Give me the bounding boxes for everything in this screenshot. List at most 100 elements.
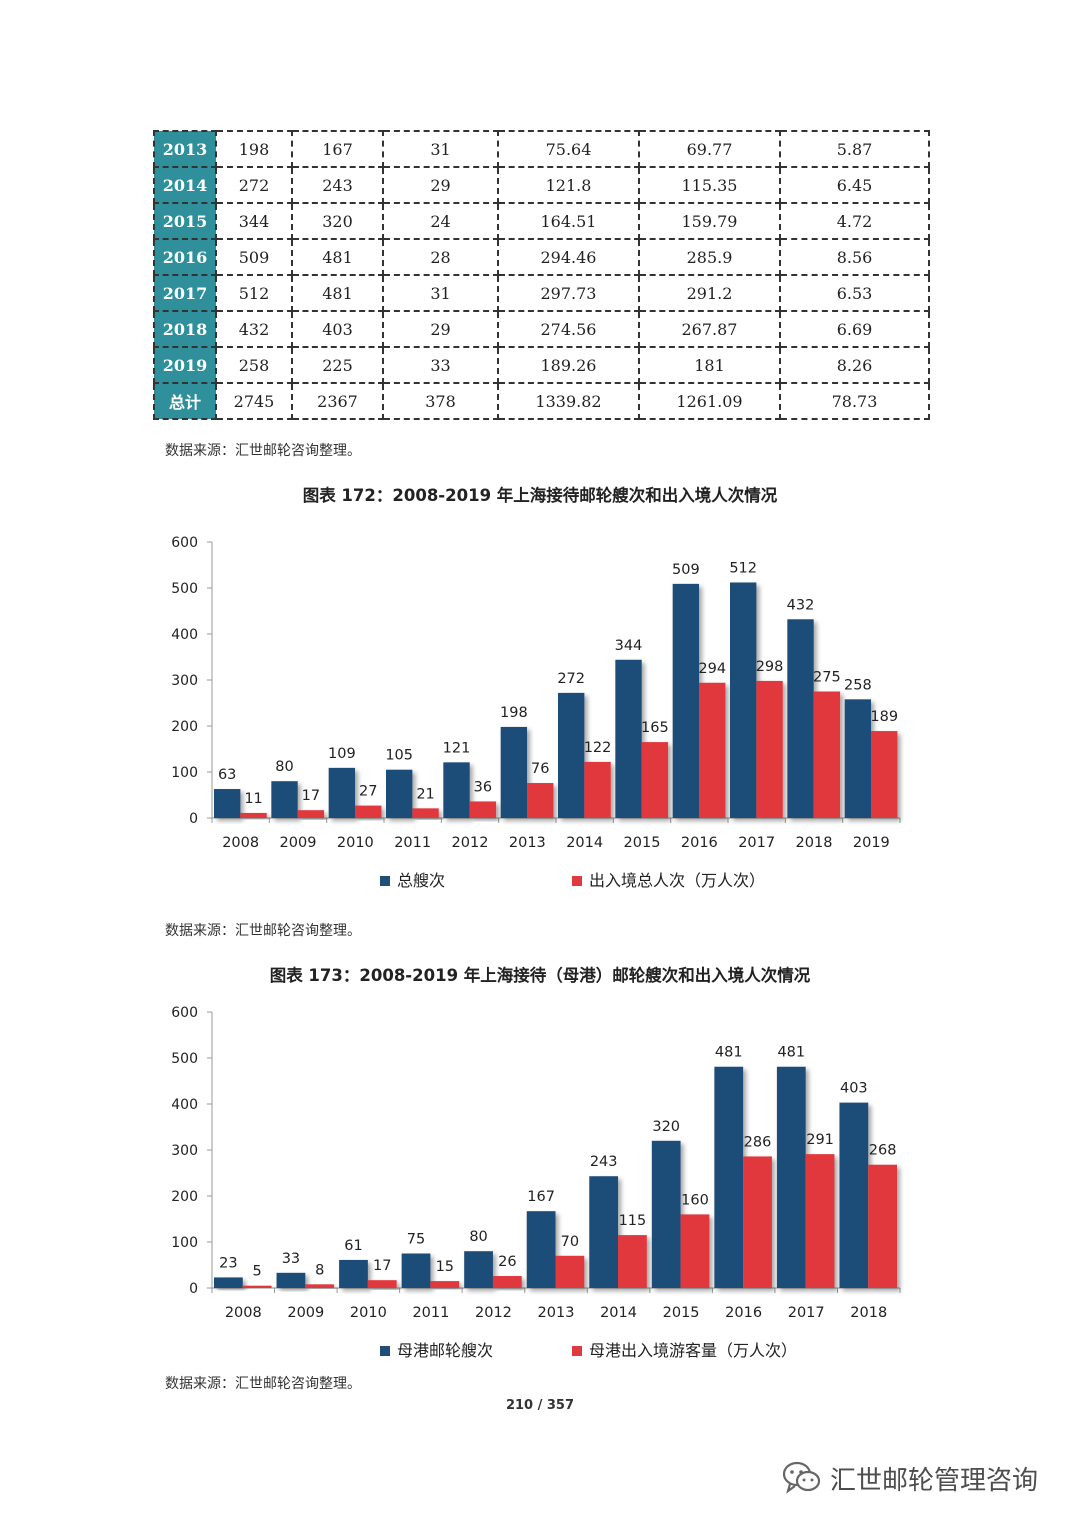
table-cell: 274.56	[497, 310, 640, 348]
data-label: 63	[218, 767, 236, 783]
table-cell: 481	[291, 238, 384, 276]
table-cell: 29	[382, 310, 499, 348]
data-label: 109	[328, 746, 356, 762]
bar-series1	[589, 1176, 619, 1288]
y-tick-label: 400	[171, 627, 198, 643]
data-label: 258	[844, 677, 872, 693]
legend-swatch	[380, 876, 390, 886]
x-tick-label: 2011	[412, 1305, 449, 1321]
table-cell: 297.73	[497, 274, 640, 312]
table-cell: 2367	[291, 382, 384, 420]
x-tick-label: 2009	[280, 835, 317, 851]
bar-series2	[367, 1280, 397, 1288]
table-source: 数据来源：汇世邮轮咨询整理。	[165, 443, 361, 459]
table-cell: 198	[215, 130, 293, 168]
bar-series2	[412, 808, 439, 818]
y-tick-label: 300	[171, 673, 198, 689]
bar-series2	[305, 1284, 335, 1288]
data-label: 320	[652, 1119, 680, 1135]
data-label: 198	[500, 705, 528, 721]
table-row: 总计 2745 2367 378 1339.82 1261.09 78.73	[153, 382, 930, 420]
x-tick-label: 2014	[600, 1305, 637, 1321]
y-tick-label: 100	[171, 1235, 198, 1251]
table-cell: 285.9	[638, 238, 781, 276]
x-tick-label: 2015	[624, 835, 661, 851]
bar-series2	[813, 691, 841, 818]
bar-series2	[355, 805, 382, 818]
table-cell: 31	[382, 130, 499, 168]
bar-series1	[839, 1102, 869, 1288]
bar-series2	[527, 783, 554, 818]
table-cell: 4.72	[779, 202, 930, 240]
chart2-svg: 0 100 200 300 400 500 600 2008 23 5 2009 33 8 2010 61 1…	[171, 1005, 901, 1360]
table-cell: 159.79	[638, 202, 781, 240]
data-label: 298	[756, 659, 784, 675]
table-cell: 164.51	[497, 202, 640, 240]
chart1-title: 图表 172：2008-2019 年上海接待邮轮艘次和出入境人次情况	[302, 486, 778, 505]
data-label: 80	[275, 759, 293, 775]
bar-series2	[297, 810, 325, 818]
data-label: 61	[344, 1238, 362, 1254]
table-cell: 320	[291, 202, 384, 240]
chart1-source: 数据来源：汇世邮轮咨询整理。	[165, 923, 361, 939]
bar-series2	[469, 801, 497, 818]
bar-series2	[555, 1255, 585, 1288]
table-cell: 29	[382, 166, 499, 204]
data-label: 121	[443, 740, 471, 756]
data-label: 512	[729, 560, 757, 576]
bar-series2	[680, 1214, 710, 1288]
x-tick-label: 2013	[538, 1305, 575, 1321]
data-label: 481	[777, 1045, 805, 1061]
x-tick-label: 2011	[394, 835, 431, 851]
table-cell: 1261.09	[638, 382, 781, 420]
table-row: 2015 344 320 24 164.51 159.79 4.72	[153, 202, 930, 240]
bar-series1	[844, 699, 872, 818]
table-cell: 115.35	[638, 166, 781, 204]
bar-series2	[871, 731, 898, 818]
data-label: 403	[840, 1081, 868, 1097]
legend-label: 总艘次	[397, 871, 445, 890]
table-cell: 291.2	[638, 274, 781, 312]
table-row: 2013 198 167 31 75.64 69.77 5.87	[153, 130, 930, 168]
table-cell: 6.69	[779, 310, 930, 348]
row-year-cell: 2013	[153, 130, 217, 168]
table-cell: 24	[382, 202, 499, 240]
data-label: 432	[787, 597, 815, 613]
table-cell: 344	[215, 202, 293, 240]
data-label: 115	[619, 1213, 647, 1229]
data-label: 268	[869, 1143, 897, 1159]
data-label: 167	[527, 1189, 555, 1205]
legend-swatch	[380, 1346, 390, 1356]
legend-swatch	[572, 1346, 582, 1356]
bar-series1	[500, 726, 528, 818]
watermark-text: 汇世邮轮管理咨询	[830, 1465, 1039, 1496]
x-tick-label: 2013	[509, 835, 546, 851]
legend-label: 出入境总人次（万人次）	[589, 871, 765, 890]
bar-series2	[641, 742, 669, 818]
table-cell: 121.8	[497, 166, 640, 204]
data-label: 275	[813, 670, 841, 686]
table-cell: 78.73	[779, 382, 930, 420]
data-label: 26	[498, 1254, 516, 1270]
data-label: 481	[715, 1045, 743, 1061]
bar-series2	[756, 680, 783, 818]
data-label: 122	[584, 740, 612, 756]
row-year-cell: 2018	[153, 310, 217, 348]
legend-label: 母港出入境游客量（万人次）	[589, 1341, 797, 1360]
table-row: 2017 512 481 31 297.73 291.2 6.53	[153, 274, 930, 312]
bar-series1	[328, 767, 356, 818]
bar-series1	[443, 762, 470, 818]
bar-series1	[714, 1066, 744, 1288]
data-label: 509	[672, 562, 700, 578]
table-cell: 181	[638, 346, 781, 384]
y-tick-label: 300	[171, 1143, 198, 1159]
y-tick-label: 500	[171, 581, 198, 597]
table-cell: 6.53	[779, 274, 930, 312]
y-tick-label: 400	[171, 1097, 198, 1113]
bar-series2	[492, 1276, 522, 1288]
table-cell: 189.26	[497, 346, 640, 384]
table-row: 2014 272 243 29 121.8 115.35 6.45	[153, 166, 930, 204]
data-label: 76	[531, 761, 549, 777]
bar-series1	[276, 1272, 306, 1288]
row-year-cell: 2017	[153, 274, 217, 312]
